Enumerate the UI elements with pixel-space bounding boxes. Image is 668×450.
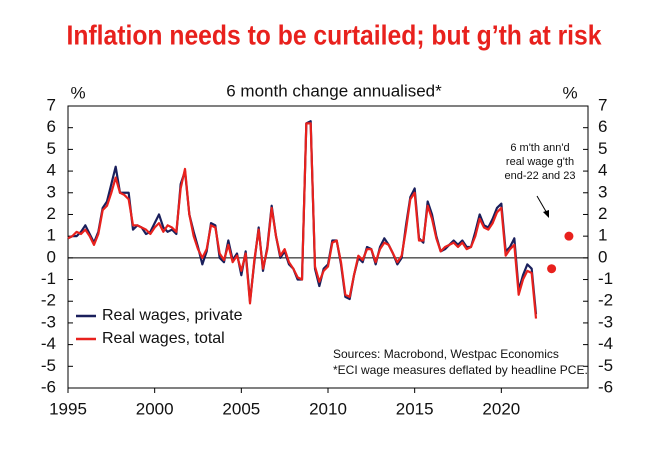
- y-tick-label: -5: [41, 356, 56, 375]
- y-tick-label: -4: [41, 334, 56, 353]
- x-tick-label: 2020: [482, 399, 520, 418]
- x-tick-label: 2005: [222, 399, 260, 418]
- y-unit: %: [70, 83, 85, 102]
- annotation-arrowhead: [543, 210, 549, 218]
- y2-tick-label: -6: [598, 377, 613, 396]
- y2-tick-label: 4: [598, 161, 607, 180]
- x-tick-label: 2010: [309, 399, 347, 418]
- y2-unit: %: [562, 83, 577, 102]
- y2-tick-label: -5: [598, 356, 613, 375]
- marker-dot: [547, 264, 557, 274]
- y2-tick-label: 3: [598, 182, 607, 201]
- y-tick-label: 1: [47, 226, 56, 245]
- chart-subtitle: 6 month change annualised*: [226, 81, 442, 100]
- y2-tick-label: 1: [598, 226, 607, 245]
- source-note: Sources: Macrobond, Westpac Economics: [333, 347, 559, 361]
- y2-tick-label: 2: [598, 204, 607, 223]
- series-line: [67, 122, 538, 319]
- legend-label: Real wages, private: [102, 307, 243, 324]
- y2-tick-label: -1: [598, 269, 613, 288]
- x-tick-label: 2000: [136, 399, 174, 418]
- legend-label: Real wages, total: [102, 330, 225, 347]
- source-note: *ECI wage measures deflated by headline …: [333, 363, 588, 377]
- y-tick-label: -6: [41, 377, 56, 396]
- y2-tick-label: -4: [598, 334, 613, 353]
- y2-tick-label: -3: [598, 312, 613, 331]
- chart-title: Inflation needs to be curtailed; but g’t…: [67, 19, 602, 50]
- y-tick-label: -3: [41, 312, 56, 331]
- y2-tick-label: 5: [598, 139, 607, 158]
- x-tick-label: 2015: [396, 399, 434, 418]
- y-tick-label: -1: [41, 269, 56, 288]
- y-tick-label: 3: [47, 182, 56, 201]
- y-tick-label: 7: [47, 95, 56, 114]
- annotation: 6 m'th ann'd: [510, 142, 569, 154]
- y2-tick-label: 7: [598, 95, 607, 114]
- y-tick-label: 2: [47, 204, 56, 223]
- y-tick-label: -2: [41, 291, 56, 310]
- annotation: end-22 and 23: [505, 170, 576, 182]
- annotation: real wage g'th: [506, 156, 574, 168]
- y-tick-label: 0: [47, 247, 56, 266]
- y2-tick-label: 0: [598, 247, 607, 266]
- y-tick-label: 6: [47, 117, 56, 136]
- y-tick-label: 5: [47, 139, 56, 158]
- x-tick-label: 1995: [49, 399, 87, 418]
- marker-dot: [564, 231, 574, 241]
- y-tick-label: 4: [47, 161, 56, 180]
- y2-tick-label: 6: [598, 117, 607, 136]
- y2-tick-label: -2: [598, 291, 613, 310]
- series-line: [67, 120, 538, 315]
